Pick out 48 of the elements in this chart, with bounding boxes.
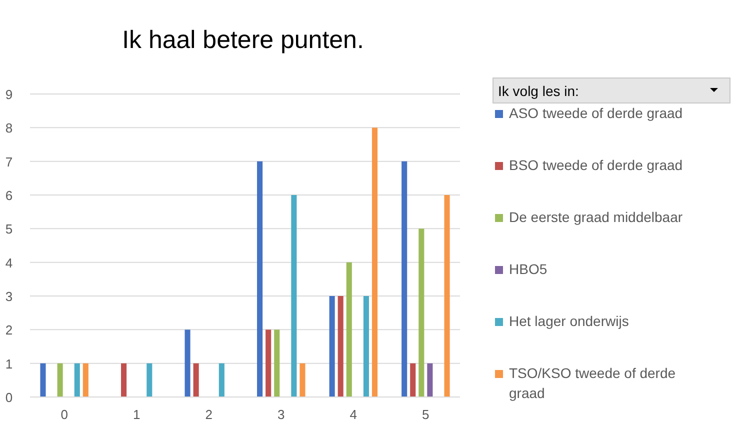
bar bbox=[291, 195, 297, 397]
bar bbox=[300, 363, 306, 397]
x-tick-label: 0 bbox=[60, 407, 68, 422]
y-tick-label: 2 bbox=[5, 322, 13, 338]
y-tick-label: 0 bbox=[5, 390, 13, 405]
legend-label: HBO5 bbox=[509, 261, 548, 277]
y-tick-label: 7 bbox=[5, 154, 13, 170]
bar bbox=[410, 363, 416, 397]
bar bbox=[146, 363, 152, 397]
legend-label: Het lager onderwijs bbox=[509, 313, 629, 329]
bar bbox=[427, 363, 433, 397]
bar bbox=[402, 161, 408, 397]
bar bbox=[121, 363, 127, 397]
x-tick-label: 4 bbox=[350, 407, 358, 422]
y-tick-label: 3 bbox=[5, 289, 13, 304]
legend-label: TSO/KSO tweede of derde graad bbox=[509, 365, 676, 401]
x-tick-label: 2 bbox=[205, 407, 212, 422]
bar bbox=[82, 363, 88, 397]
bar bbox=[184, 330, 190, 397]
legend-title: Ik volg les in: bbox=[498, 83, 579, 99]
x-tick-label: 5 bbox=[422, 407, 430, 422]
bar bbox=[257, 161, 263, 397]
y-tick-label: 9 bbox=[5, 87, 13, 102]
y-tick-label: 8 bbox=[5, 120, 13, 136]
y-tick-label: 5 bbox=[5, 222, 13, 237]
bar bbox=[346, 262, 352, 397]
bar bbox=[40, 363, 46, 397]
y-tick-label: 4 bbox=[5, 255, 13, 270]
bar bbox=[74, 363, 80, 397]
x-tick-label: 3 bbox=[278, 407, 285, 422]
bar bbox=[444, 195, 450, 397]
bar bbox=[193, 363, 199, 397]
legend-label: ASO tweede of derde graad bbox=[509, 105, 683, 121]
y-tick-label: 6 bbox=[5, 188, 13, 203]
bar bbox=[266, 330, 272, 397]
bar bbox=[329, 296, 335, 397]
legend-label: BSO tweede of derde graad bbox=[509, 157, 683, 173]
bar bbox=[274, 330, 280, 397]
bar bbox=[418, 228, 424, 397]
bar bbox=[338, 296, 344, 397]
bar bbox=[372, 128, 378, 397]
chart-title: Ik haal betere punten. bbox=[122, 26, 364, 54]
bar bbox=[57, 363, 63, 397]
legend-label: De eerste graad middelbaar bbox=[509, 209, 683, 225]
y-tick-label: 1 bbox=[5, 356, 13, 372]
x-tick-label: 1 bbox=[132, 407, 140, 422]
bar bbox=[218, 363, 224, 397]
bar bbox=[363, 296, 369, 397]
